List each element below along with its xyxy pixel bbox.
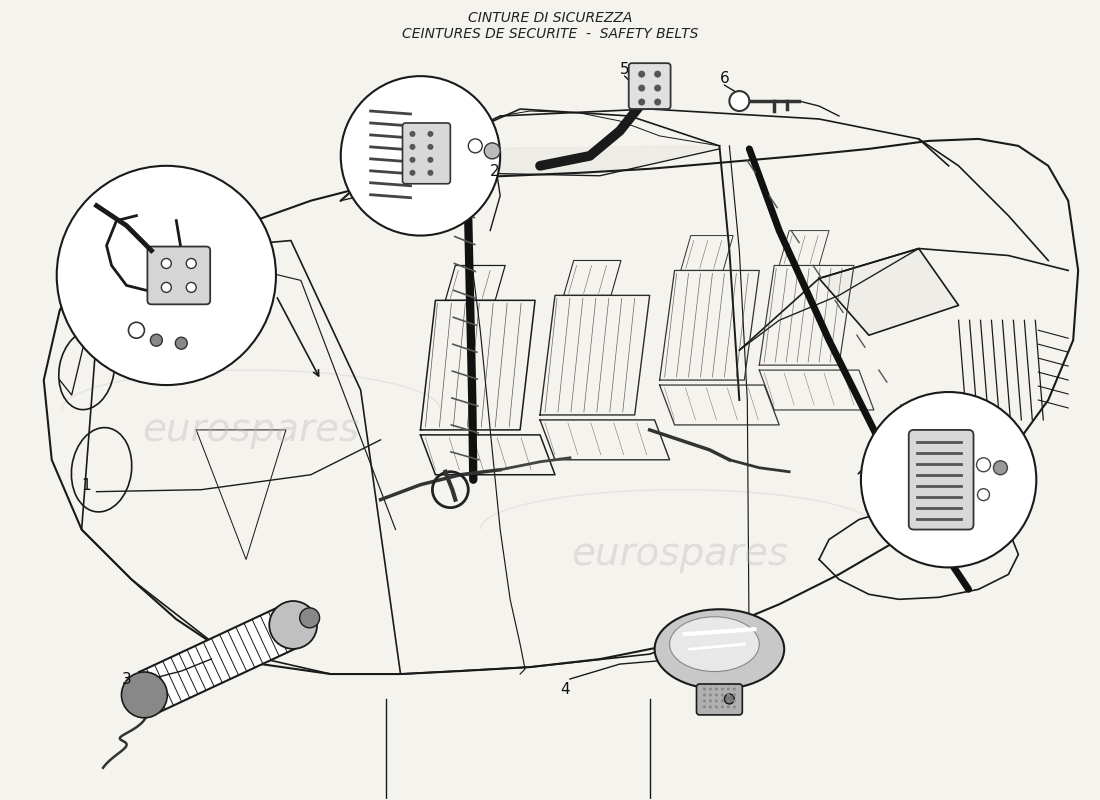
Circle shape <box>484 143 500 159</box>
Circle shape <box>428 157 433 163</box>
Circle shape <box>175 338 187 349</box>
Ellipse shape <box>670 617 759 671</box>
Circle shape <box>708 687 712 690</box>
FancyBboxPatch shape <box>147 246 210 304</box>
Circle shape <box>715 687 718 690</box>
Circle shape <box>151 334 163 346</box>
FancyBboxPatch shape <box>629 63 671 109</box>
Text: 6: 6 <box>719 71 729 86</box>
Circle shape <box>720 694 724 697</box>
Circle shape <box>428 131 433 137</box>
Circle shape <box>729 91 749 111</box>
FancyBboxPatch shape <box>909 430 974 530</box>
Circle shape <box>638 85 646 91</box>
Circle shape <box>186 258 196 269</box>
Text: 1: 1 <box>81 478 91 493</box>
Circle shape <box>715 706 718 709</box>
Text: 4: 4 <box>560 682 570 697</box>
Circle shape <box>57 166 276 385</box>
Circle shape <box>703 699 706 702</box>
Circle shape <box>162 282 172 292</box>
Circle shape <box>121 672 167 718</box>
Circle shape <box>708 699 712 702</box>
Text: eurospares: eurospares <box>143 411 360 449</box>
Circle shape <box>409 157 416 163</box>
Circle shape <box>409 131 416 137</box>
FancyBboxPatch shape <box>403 123 450 184</box>
Text: eurospares: eurospares <box>571 535 788 574</box>
Circle shape <box>428 170 433 176</box>
Polygon shape <box>820 249 958 335</box>
Text: CINTURE DI SICUREZZA: CINTURE DI SICUREZZA <box>468 11 632 26</box>
Circle shape <box>703 694 706 697</box>
Circle shape <box>720 706 724 709</box>
Circle shape <box>720 687 724 690</box>
Circle shape <box>733 694 736 697</box>
Circle shape <box>409 170 416 176</box>
Circle shape <box>733 699 736 702</box>
Circle shape <box>270 601 317 649</box>
Circle shape <box>861 392 1036 567</box>
Circle shape <box>727 706 730 709</box>
Circle shape <box>978 489 990 501</box>
Circle shape <box>654 85 661 91</box>
Circle shape <box>428 144 433 150</box>
Circle shape <box>654 98 661 106</box>
Circle shape <box>715 699 718 702</box>
Circle shape <box>341 76 500 235</box>
Circle shape <box>727 699 730 702</box>
Circle shape <box>720 699 724 702</box>
Circle shape <box>725 694 735 704</box>
Polygon shape <box>341 146 719 201</box>
Circle shape <box>703 706 706 709</box>
Circle shape <box>469 139 482 153</box>
Text: 5: 5 <box>619 62 629 77</box>
Polygon shape <box>140 605 302 713</box>
Ellipse shape <box>654 610 784 689</box>
Circle shape <box>977 458 990 472</box>
Circle shape <box>654 70 661 78</box>
Circle shape <box>733 706 736 709</box>
Circle shape <box>186 282 196 292</box>
Circle shape <box>727 694 730 697</box>
Text: 2: 2 <box>491 164 499 178</box>
Circle shape <box>638 70 646 78</box>
Circle shape <box>708 706 712 709</box>
Circle shape <box>715 694 718 697</box>
Text: 3: 3 <box>121 672 131 687</box>
Circle shape <box>993 461 1008 474</box>
Text: CEINTURES DE SECURITE  -  SAFETY BELTS: CEINTURES DE SECURITE - SAFETY BELTS <box>402 27 698 42</box>
Circle shape <box>727 687 730 690</box>
Circle shape <box>708 694 712 697</box>
Circle shape <box>409 144 416 150</box>
Circle shape <box>733 687 736 690</box>
Circle shape <box>162 258 172 269</box>
Circle shape <box>638 98 646 106</box>
Circle shape <box>299 608 320 628</box>
FancyBboxPatch shape <box>696 684 742 715</box>
Circle shape <box>703 687 706 690</box>
Circle shape <box>129 322 144 338</box>
